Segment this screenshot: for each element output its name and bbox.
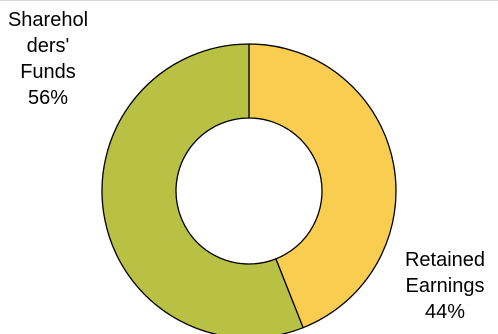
slice-label-line: Retained — [404, 249, 486, 271]
slice-label-shareholders-funds: Sharehol ders' Funds 56% — [0, 7, 96, 111]
slice-value-label: 56% — [27, 87, 69, 109]
slice-label-line: ders' — [26, 35, 70, 57]
slice-retained-earnings — [248, 43, 397, 329]
top-border-line — [0, 0, 498, 1]
slice-label-retained-earnings: Retained Earnings 44% — [375, 247, 498, 325]
slice-value-label: 44% — [424, 301, 466, 323]
slice-label-line: Earnings — [405, 275, 485, 297]
slice-shareholders-funds — [101, 43, 304, 334]
slice-label-line: Funds — [20, 61, 76, 83]
slice-label-line: Sharehol — [7, 9, 89, 31]
